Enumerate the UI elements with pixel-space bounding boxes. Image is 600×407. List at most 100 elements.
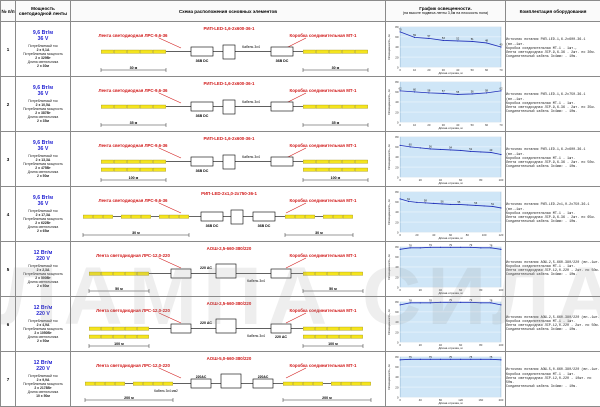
voltage-label: 36В DC [196,169,209,173]
power-supply-label: РИП-LED-1,6-2х600-36-1 [204,136,256,141]
led-strip-segment [303,272,314,275]
dimension-left-label: 100 м [129,176,139,180]
led-strip-segment [355,105,367,108]
leader-line [159,93,181,103]
led-strip-segment [315,272,326,275]
voltage-rating: 220 V [16,256,70,262]
y-axis-label: Освещенность, лк [387,364,391,390]
power-supply-label: РИП-LED-1,6-2х600-36-1 [204,26,256,31]
illuminance-point [480,151,481,152]
led-strip-a [83,215,112,218]
led-strip-segment [131,215,140,218]
led-strip-segment [285,215,294,218]
led-strip-segment [342,105,354,108]
led-strip-segment [153,160,165,163]
led-strip-segment [283,382,292,385]
illuminance-point [500,249,501,250]
equipment-list: Источник питания РИП-LED-1,6-2х750-36-1 … [506,93,600,114]
equipment-cell: Источник питания АОШ-2,5-660-380/220 (вн… [506,297,600,352]
strip-label: Лента светодиодная ЛРС-12,0-220 [96,253,170,258]
led-strip-segment [169,215,178,218]
led-strip-segment [179,215,188,218]
dimension-right-label: 35 м [332,121,340,125]
led-strip-segment [329,50,341,53]
dimension-right-label: 200 м [322,396,332,400]
y-tick-label: 60 [395,255,399,259]
junction-box [171,324,191,333]
illuminance-point [460,247,461,248]
x-axis-label: Длина отрезка, м [438,401,462,405]
illuminance-point [420,359,421,360]
junction-box [253,379,273,388]
led-strip-segment [327,327,338,330]
row-number: 6 [1,297,16,352]
led-strip-segment [89,335,100,338]
led-strip-segment [101,272,112,275]
led-strip-segment [127,105,139,108]
power-supply-label: АОШ-2,5-660-380/220 [207,301,252,306]
illuminance-point [400,249,401,250]
junction-box-label: Коробка соединительная МТ-1 [290,363,357,368]
led-strip-segment [316,50,328,53]
x-tick-label: 80 [466,233,470,237]
led-strip-segment [140,160,152,163]
led-strip-segment [303,335,314,338]
led-strip-segment [101,50,113,53]
voltage-label: 36В DC [258,224,271,228]
led-strip-right [303,50,367,53]
led-strip-right-2 [303,168,367,171]
y-tick-label: 80 [395,80,399,84]
row-number: 4 [1,187,16,242]
led-strip-segment [305,215,314,218]
x-tick-label: 80 [479,178,483,182]
power-supply-label: АОШ-2,5-660-380/220 [207,246,252,251]
power-supply-label: АОШ-5,0-660-380/220 [207,356,252,361]
dimension-right-label: 100 м [328,342,338,346]
led-strip-c [283,382,322,385]
x-axis-label: Длина отрезка, м [438,291,462,295]
led-strip-segment [101,168,113,171]
power-supply [231,210,243,224]
graph-subtitle: (на высоте подвеса ленты 3,5м на плоскос… [386,11,505,16]
y-tick-label: 40 [395,45,399,49]
illuminance-point [400,198,401,199]
voltage-label: 36В DC [196,59,209,63]
x-tick-label: 40 [432,233,436,237]
led-strip-segment [343,215,352,218]
led-strip-segment [341,382,350,385]
x-axis-label: Длина отрезка, м [438,181,462,185]
power-supply [216,264,236,278]
led-strip-segment [355,50,367,53]
spec-line: 10 x 50м [16,394,70,398]
voltage-label: 220 AC [200,266,212,270]
led-strip-d [331,382,370,385]
cable-label: Кабель 3х4 мм2 [154,389,178,393]
x-tick-label: 80 [479,343,483,347]
x-tick-label: 20 [427,123,431,127]
leader-line [159,368,181,378]
dimension-left-label: 30 м [130,66,138,70]
junction-box-label: Коробка соединительная МТ-1 [290,198,357,203]
illuminance-point [480,302,481,303]
dimension-left-label: 50 м [115,287,123,291]
x-tick-label: 80 [479,288,483,292]
equipment-cell: Источник питания РИП-LED-2х1,0-2х750-36-… [506,187,600,242]
led-strip-segment [159,215,168,218]
y-tick-label: 20 [395,110,399,114]
illuminance-point [460,150,461,151]
illuminance-point [440,302,441,303]
voltage-rating: 220 V [16,311,70,317]
y-tick-label: 20 [395,330,399,334]
illuminance-point [480,247,481,248]
